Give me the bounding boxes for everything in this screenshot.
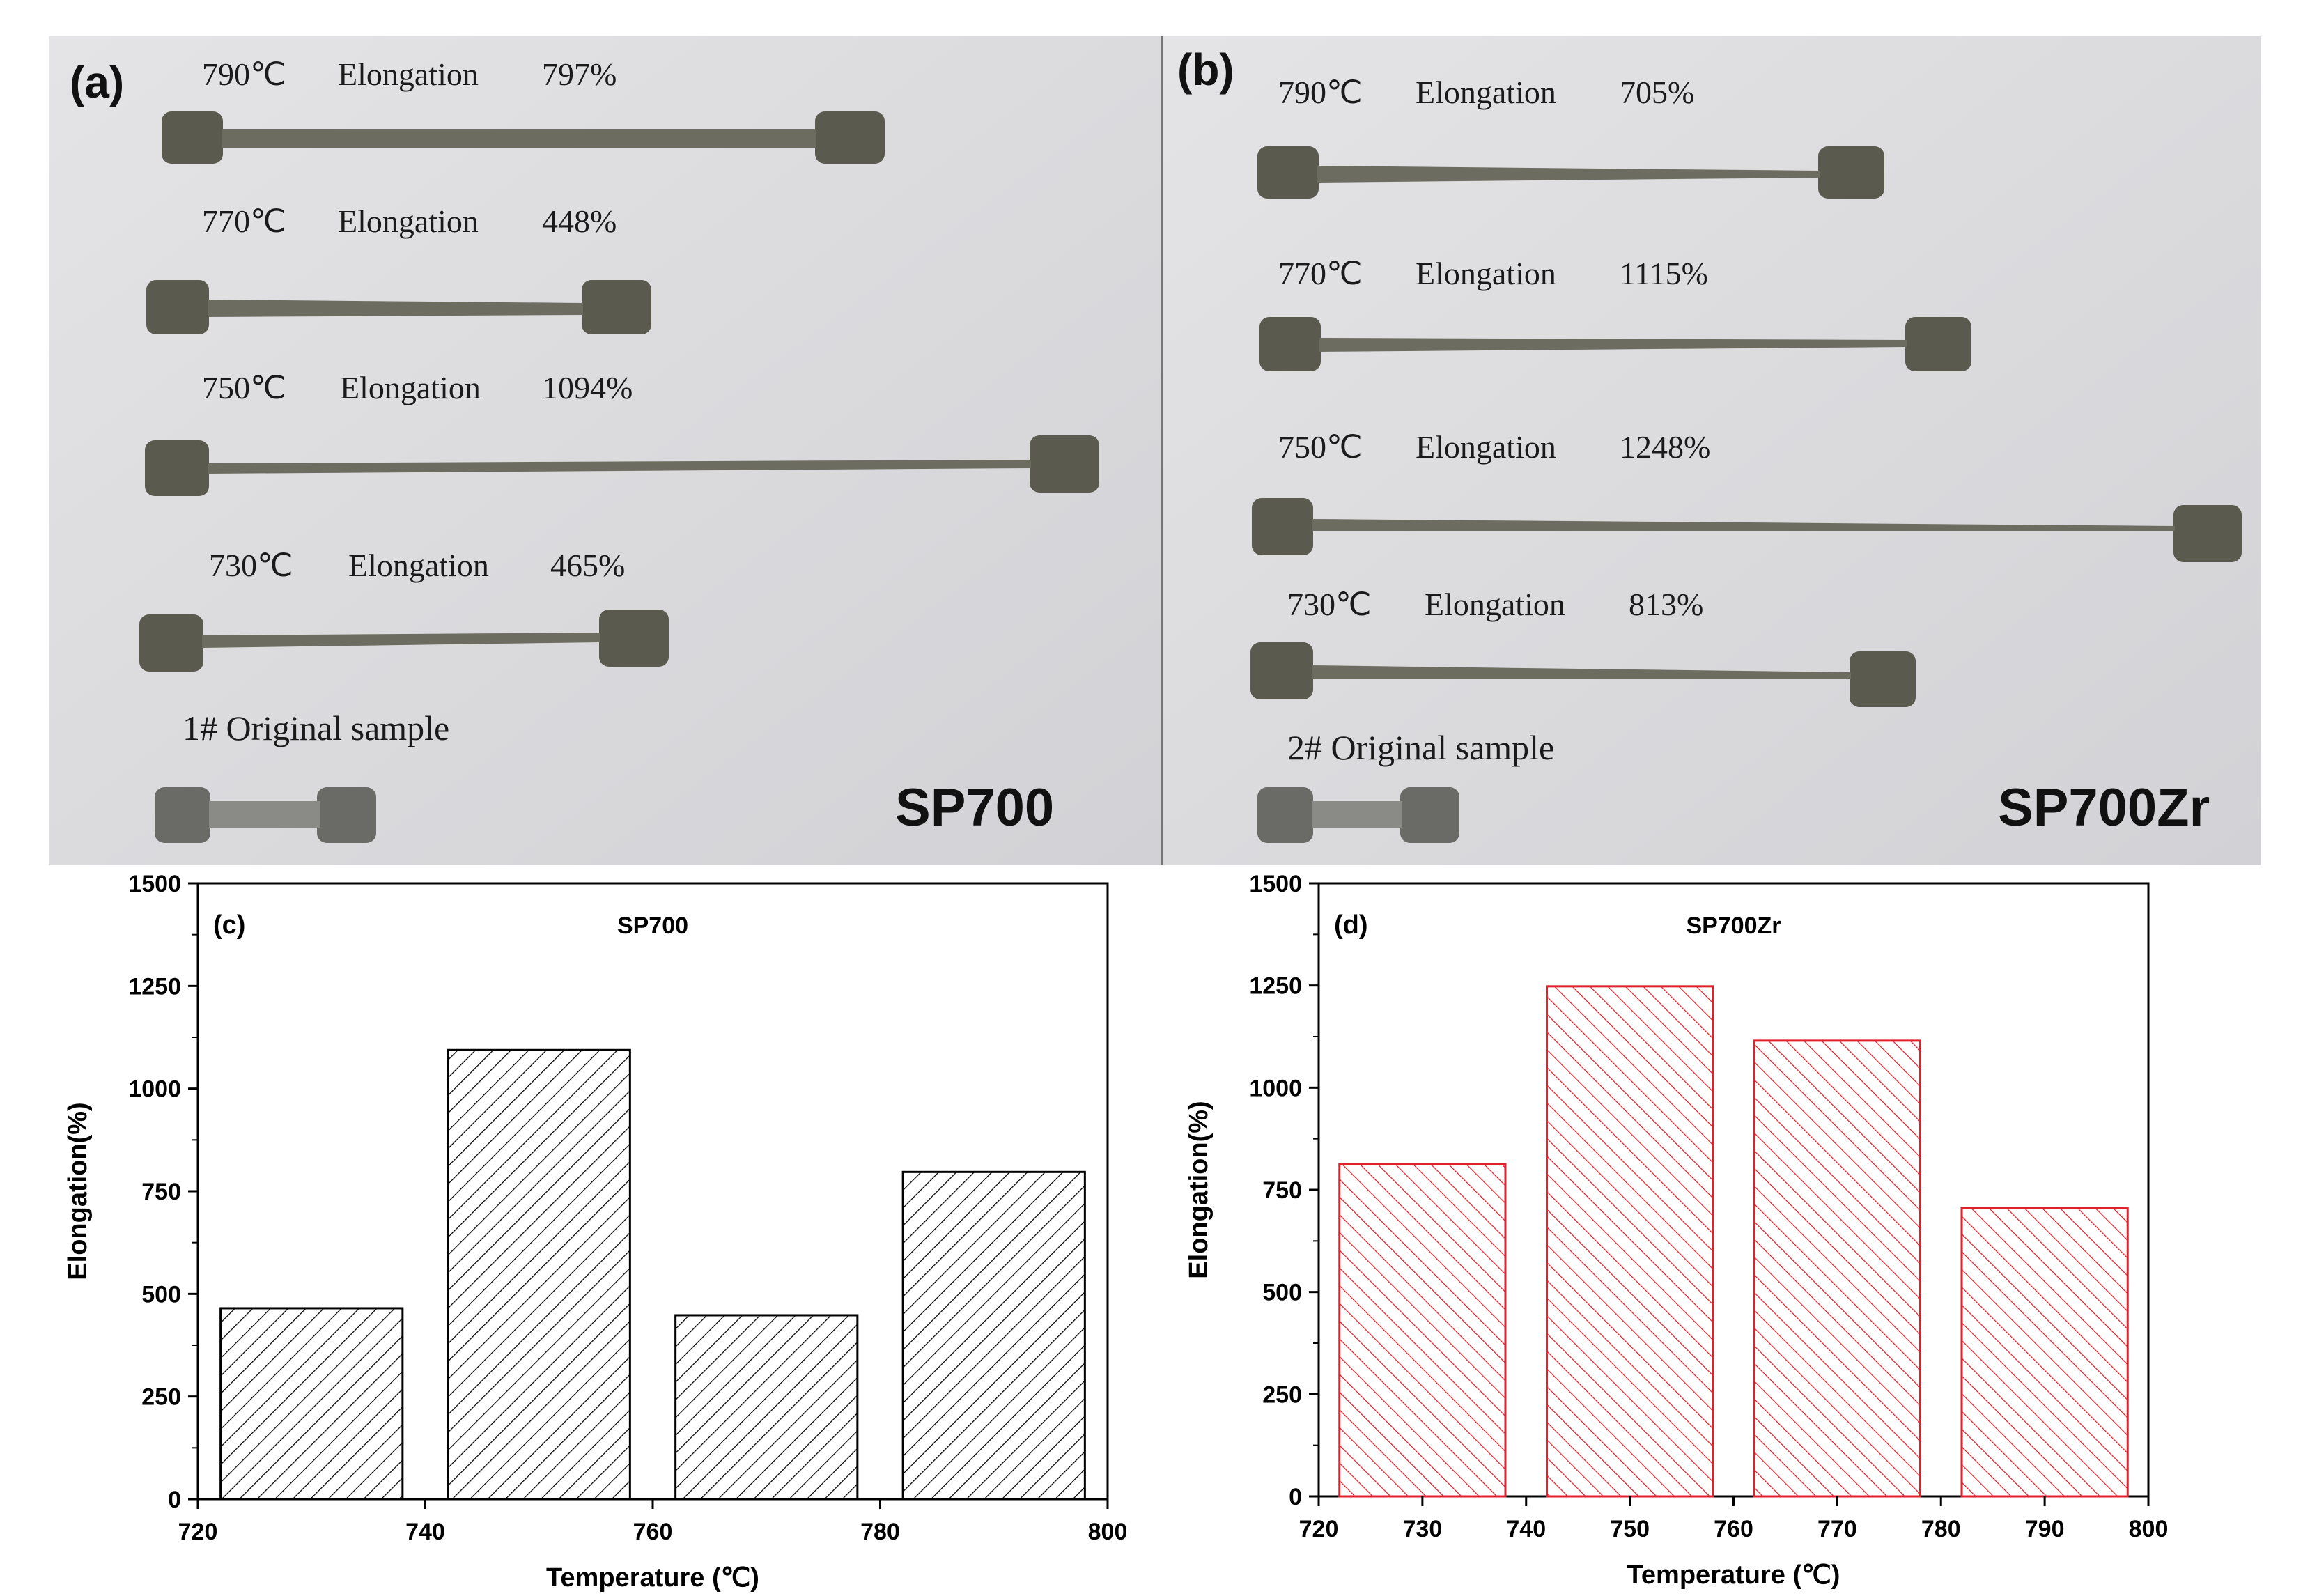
x-tick-label: 760 — [1714, 1516, 1753, 1542]
specimen-elongation-label: Elongation — [1416, 75, 1556, 110]
photo-background-a — [49, 36, 1161, 865]
sample-name-sp700zr: SP700Zr — [1998, 778, 2210, 837]
specimen-elongation-label: Elongation — [1425, 587, 1565, 622]
x-tick-label: 740 — [405, 1519, 445, 1545]
specimen-elongation-value: 448% — [542, 203, 617, 239]
specimen-temp: 770℃ — [202, 203, 286, 239]
original-sample-specimen — [155, 787, 376, 843]
specimen-elongation-label: Elongation — [338, 56, 479, 92]
x-tick-label: 730 — [1403, 1516, 1443, 1542]
y-tick-label: 500 — [141, 1281, 181, 1308]
sample-name-sp700: SP700 — [895, 778, 1054, 837]
y-tick-label: 1250 — [1249, 973, 1302, 1000]
specimen-temp: 750℃ — [202, 370, 286, 405]
chart-title: SP700 — [617, 913, 688, 939]
y-tick-label: 1000 — [128, 1076, 181, 1103]
specimen-temp: 730℃ — [209, 548, 293, 583]
bar-790 — [1960, 1207, 2129, 1498]
y-tick-label: 1500 — [1249, 871, 1302, 897]
specimen-elongation-value: 1115% — [1620, 256, 1708, 291]
x-tick-label: 720 — [178, 1519, 218, 1545]
x-tick-label: 740 — [1506, 1516, 1546, 1542]
chart-title: SP700Zr — [1686, 913, 1781, 939]
specimen-temp: 790℃ — [1278, 75, 1363, 110]
specimen-bar — [1252, 498, 2242, 562]
x-tick-label: 780 — [860, 1519, 900, 1545]
specimen-bar — [139, 610, 669, 672]
specimen-elongation-label: Elongation — [1416, 429, 1556, 465]
bar-770 — [674, 1314, 859, 1501]
x-axis-label: Temperature (℃) — [546, 1563, 759, 1593]
specimen-temp: 790℃ — [202, 56, 286, 92]
x-tick-label: 770 — [1817, 1516, 1857, 1542]
y-axis-label: Elongation(%) — [63, 1102, 93, 1280]
y-tick-label: 250 — [141, 1384, 181, 1411]
y-tick-label: 250 — [1262, 1381, 1302, 1408]
specimen-bar — [146, 280, 651, 334]
y-tick-label: 1250 — [128, 973, 181, 1000]
y-tick-label: 1000 — [1249, 1075, 1302, 1101]
x-tick-label: 790 — [2025, 1516, 2065, 1542]
specimen-temp: 770℃ — [1278, 256, 1363, 291]
x-tick-label: 780 — [1921, 1516, 1961, 1542]
chart-panel-label: (c) — [213, 911, 245, 940]
specimen-elongation-value: 813% — [1629, 587, 1703, 622]
bar-750 — [447, 1048, 631, 1501]
original-sample-specimen — [1257, 787, 1459, 843]
specimen-elongation-label: Elongation — [348, 548, 489, 583]
bar-770 — [1753, 1039, 1921, 1498]
specimen-bar — [1257, 146, 1884, 199]
y-tick-label: 750 — [141, 1179, 181, 1205]
specimen-elongation-value: 797% — [542, 56, 617, 92]
y-tick-label: 1500 — [128, 871, 181, 897]
y-axis-label: Elongation(%) — [1184, 1101, 1214, 1278]
panel-label-b: (b) — [1177, 45, 1234, 95]
x-tick-label: 800 — [1088, 1519, 1128, 1545]
specimen-elongation-value: 1094% — [542, 370, 633, 405]
specimen-elongation-label: Elongation — [340, 370, 481, 405]
specimen-bar — [1250, 642, 1916, 707]
y-tick-label: 750 — [1262, 1177, 1302, 1204]
bar-730 — [219, 1307, 404, 1501]
chart-panel-label: (d) — [1334, 911, 1368, 940]
specimen-elongation-value: 465% — [550, 548, 625, 583]
bar-730 — [1338, 1163, 1507, 1498]
bar-790 — [901, 1170, 1086, 1501]
specimen-elongation-value: 705% — [1620, 75, 1694, 110]
specimen-bar — [162, 111, 885, 164]
specimen-elongation-label: Elongation — [1416, 256, 1556, 291]
x-tick-label: 750 — [1610, 1516, 1650, 1542]
y-tick-label: 0 — [1289, 1484, 1302, 1510]
bar-750 — [1546, 985, 1714, 1498]
x-tick-label: 720 — [1299, 1516, 1339, 1542]
photo-panel-b: (b) SP700Zr 790℃ Elongation 705% 770℃ El… — [1163, 36, 2261, 865]
specimen-elongation-label: Elongation — [338, 203, 479, 239]
chart-d: 0 250 500 750 1000 1250 1500 720 730 740 750 760 770… — [1184, 871, 2168, 1590]
specimen-temp: 750℃ — [1278, 429, 1363, 465]
x-tick-label: 800 — [2129, 1516, 2169, 1542]
y-tick-label: 500 — [1262, 1280, 1302, 1306]
photo-panel-a: (a) SP700 790℃ Elongation 797% 770℃ Elon… — [49, 36, 1161, 865]
specimen-elongation-value: 1248% — [1620, 429, 1710, 465]
original-sample-label: 1# Original sample — [183, 708, 449, 747]
original-sample-label: 2# Original sample — [1287, 728, 1554, 767]
chart-c: 0 250 500 750 1000 1250 1500 720 740 760 780 800 SP7… — [63, 871, 1127, 1593]
x-tick-label: 760 — [633, 1519, 673, 1545]
specimen-temp: 730℃ — [1287, 587, 1372, 622]
y-tick-label: 0 — [168, 1487, 181, 1513]
panel-label-a: (a) — [70, 57, 124, 107]
specimen-bar — [145, 435, 1099, 496]
x-axis-label: Temperature (℃) — [1627, 1560, 1840, 1590]
specimen-bar — [1259, 317, 1971, 371]
